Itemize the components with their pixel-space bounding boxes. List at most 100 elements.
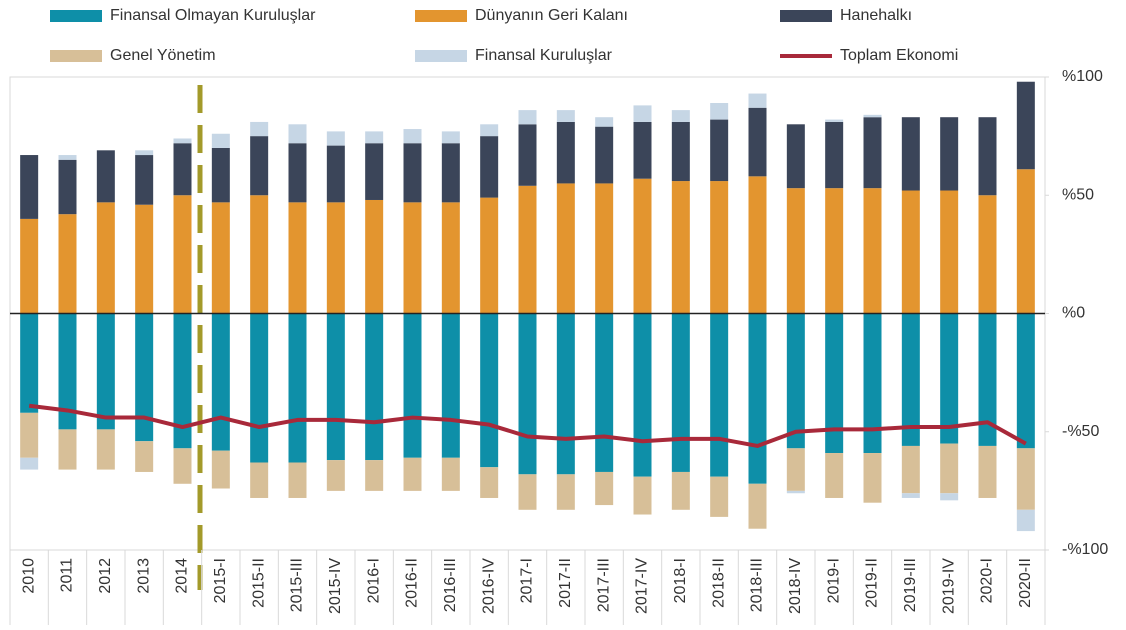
y-tick-label: %100 (1062, 68, 1103, 85)
bar (135, 441, 154, 472)
legend-label: Finansal Olmayan Kuruluşlar (110, 7, 316, 24)
bar (825, 453, 844, 498)
bar (518, 313, 537, 475)
x-tick-label: 2019-II (864, 558, 881, 608)
bar (518, 474, 537, 510)
legend-swatch (780, 10, 832, 22)
bar (20, 313, 39, 413)
bar (748, 107, 767, 177)
bar (365, 143, 384, 200)
bar (58, 214, 77, 314)
line (28, 403, 1027, 448)
x-tick-label: 2011 (59, 558, 76, 593)
bar (556, 183, 575, 314)
bar (173, 138, 192, 144)
bar (901, 313, 920, 446)
bar (480, 467, 499, 498)
bar (326, 202, 345, 314)
y-tick-label: %50 (1062, 186, 1094, 203)
bar (403, 313, 422, 458)
bar (901, 117, 920, 191)
bar (710, 181, 729, 314)
bar (96, 313, 115, 430)
bar (940, 443, 959, 494)
bar (710, 103, 729, 120)
x-tick-label: 2020-II (1017, 558, 1034, 608)
bar (748, 93, 767, 108)
y-tick-label: -%50 (1062, 423, 1099, 440)
bar (480, 197, 499, 314)
bar (403, 457, 422, 491)
bar (978, 195, 997, 314)
bar (403, 202, 422, 314)
bar (595, 471, 614, 506)
bar (748, 313, 767, 484)
legend-label: Finansal Kuruluşlar (475, 47, 613, 64)
x-tick-label: 2013 (135, 558, 152, 594)
bar (365, 460, 384, 491)
bar (135, 155, 154, 205)
bar (20, 412, 39, 458)
bar (441, 131, 460, 144)
bar (748, 176, 767, 314)
x-tick-label: 2010 (20, 558, 37, 594)
bar (480, 313, 499, 468)
bar (96, 150, 115, 203)
bar (901, 190, 920, 314)
bar (671, 471, 690, 510)
legend-label: Genel Yönetim (110, 47, 216, 64)
bar (825, 121, 844, 189)
bar (825, 119, 844, 122)
bar (250, 136, 269, 196)
bar (58, 313, 77, 430)
bar (58, 159, 77, 215)
bar (1016, 509, 1035, 532)
bar (441, 143, 460, 203)
legend-label: Toplam Ekonomi (840, 47, 958, 64)
x-tick-label: 2015-I (212, 558, 229, 603)
bar (901, 445, 920, 494)
bar (940, 493, 959, 501)
x-tick-label: 2017-IV (634, 558, 651, 614)
x-tick-label: 2015-IV (327, 558, 344, 614)
bar (135, 313, 154, 442)
bar (403, 143, 422, 203)
bar (58, 155, 77, 160)
bar (173, 313, 192, 449)
bar (173, 143, 192, 196)
bar (96, 202, 115, 314)
bar (518, 110, 537, 125)
bar (940, 190, 959, 314)
bar (326, 313, 345, 461)
x-tick-label: 2019-IV (940, 558, 957, 614)
bar (1016, 169, 1035, 314)
legend-label: Hanehalkı (840, 7, 912, 24)
bar (595, 126, 614, 184)
bar (96, 429, 115, 470)
bar (825, 313, 844, 454)
bar (863, 453, 882, 503)
bar (365, 313, 384, 461)
bar (326, 460, 345, 491)
x-tick-label: 2018-IV (787, 558, 804, 614)
legend-swatch (50, 50, 102, 62)
bar (786, 448, 805, 491)
bar (250, 313, 269, 463)
bar (786, 188, 805, 314)
bar (480, 136, 499, 198)
x-tick-label: 2018-III (749, 558, 766, 612)
bar (250, 121, 269, 137)
bar (556, 474, 575, 510)
bar (441, 457, 460, 491)
bar (20, 218, 39, 314)
bar (556, 110, 575, 122)
x-tick-label: 2017-III (595, 558, 612, 612)
x-tick-label: 2017-II (557, 558, 574, 608)
bar (250, 462, 269, 498)
bar (978, 445, 997, 498)
x-tick-label: 2018-II (710, 558, 727, 608)
bar (633, 121, 652, 179)
bar (288, 462, 307, 498)
bar (1016, 448, 1035, 510)
